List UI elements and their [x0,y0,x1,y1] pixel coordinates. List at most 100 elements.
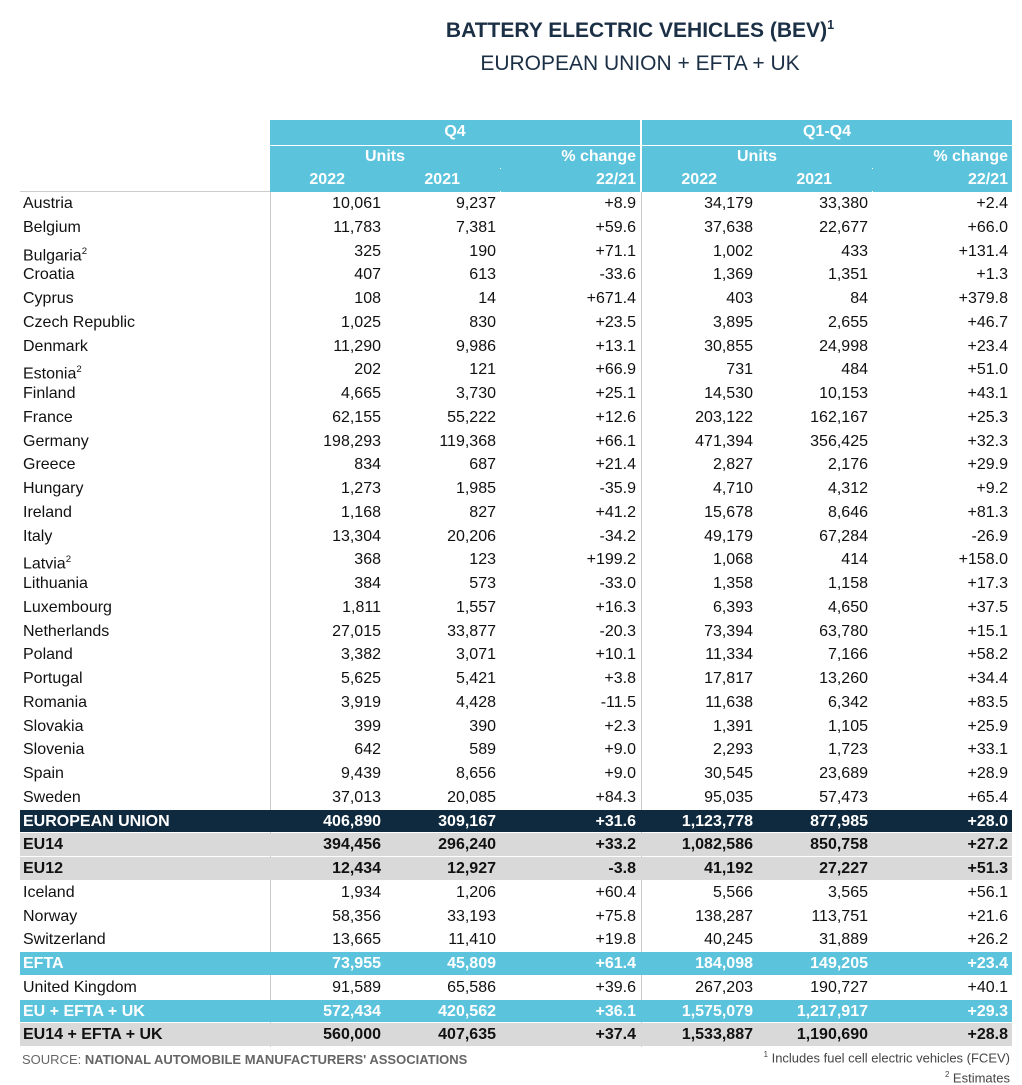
cell: 325 [354,242,381,260]
cell: 41,192 [704,860,753,877]
cell: 5,625 [340,670,381,687]
cell: -3.8 [608,860,636,877]
label-text: Cyprus [23,290,74,307]
cell: 9,237 [455,195,496,212]
cell: -26.9 [971,527,1008,545]
cell: +25.1 [595,385,636,402]
cell: 37,638 [704,218,753,236]
cell: 24,998 [819,337,868,355]
cell: 1,358 [712,575,753,592]
note-text: Includes fuel cell electric vehicles (FC… [771,1050,1010,1066]
label-text: Poland [23,646,73,664]
cell: 33,380 [819,195,868,212]
cell: 1,025 [340,313,381,331]
cell: 1,217,917 [796,1002,868,1020]
label-text: Germany [23,432,89,450]
row-bg [20,809,1012,833]
row-label: Lithuania [23,572,88,596]
cell: +27.2 [967,836,1008,854]
cell: -34.2 [599,527,636,545]
cell: 13,304 [332,527,381,545]
cell: 433 [841,242,868,260]
row-bg [20,999,1012,1023]
cell: +84.3 [595,788,636,806]
cell: 3,565 [827,883,868,901]
cell: 62,155 [332,408,381,426]
row-label: Portugal [23,667,83,691]
cell: 34,179 [704,195,753,212]
cell: +3.8 [604,670,636,687]
cell: 138,287 [695,907,753,925]
label-text: Latvia [23,555,66,573]
cell: 572,434 [323,1002,381,1020]
cell: 827 [469,503,496,521]
cell: 95,035 [704,788,753,806]
cell: 190 [469,242,496,260]
note-mark: 2 [944,1070,950,1079]
cell: +28.8 [967,1026,1008,1044]
cell: +15.1 [967,622,1008,640]
cell: 84 [850,290,868,307]
row-label: EU14 [23,833,63,857]
cell: +158.0 [958,551,1008,569]
cell: +25.9 [967,717,1008,735]
cell: 2,293 [712,741,753,759]
label-text: Norway [23,907,78,925]
cell: 589 [469,741,496,759]
cell: 49,179 [704,527,753,545]
period: Q1-Q4 [642,120,1012,144]
cell: 4,312 [827,480,868,497]
label-text: Austria [23,195,73,212]
cell: +9.0 [604,741,636,759]
label-note: 2 [65,554,72,566]
row-label: Czech Republic [23,311,135,335]
row-label: Finland [23,382,75,406]
cell: +75.8 [595,907,636,925]
label-text: Estonia [23,365,77,383]
label-text: EUROPEAN UNION [23,812,170,830]
header-rule [270,145,640,146]
cell: 10,061 [332,195,381,212]
row-label: Austria [23,192,73,216]
row-label: Sweden [23,786,81,810]
source: SOURCE: NATIONAL AUTOMOBILE MANUFACTURER… [22,1052,467,1067]
cell: 33,193 [447,907,496,925]
cell: +131.4 [958,242,1008,260]
column-rule [270,192,271,1047]
row-label: Germany [23,430,89,454]
cell: +46.7 [967,313,1008,331]
row-label: Bulgaria2 [23,240,87,264]
row-label: Italy [23,525,52,549]
row-label: Cyprus [23,287,74,311]
cell: +8.9 [604,195,636,212]
label-text: EU + EFTA + UK [23,1002,145,1020]
cell: 1,369 [712,266,753,284]
cell: +32.3 [967,432,1008,450]
cell: 471,394 [695,432,753,450]
cell: 3,895 [712,313,753,331]
cell: +41.2 [595,503,636,521]
cell: 27,227 [819,860,868,877]
cell: 368 [354,551,381,569]
cell: 22,677 [819,218,868,236]
cell: 123 [469,551,496,569]
cell: -33.0 [599,575,636,592]
label-text: Belgium [23,218,81,236]
title-note: 1 [827,18,835,32]
cell: 162,167 [810,408,868,426]
row-label: Hungary [23,477,83,501]
cell: 55,222 [447,408,496,426]
cell: 2,827 [712,456,753,474]
cell: 1,068 [712,551,753,569]
label-text: Iceland [23,883,75,901]
cell: 4,665 [340,385,381,402]
row-label: Spain [23,762,64,786]
cell: 384 [354,575,381,592]
cell: +31.6 [595,812,636,830]
cell: +379.8 [958,290,1008,307]
cell: +33.2 [595,836,636,854]
year: 2022 [642,169,717,191]
cell: +23.4 [967,955,1008,972]
cell: -20.3 [599,622,636,640]
cell: +29.9 [967,456,1008,474]
